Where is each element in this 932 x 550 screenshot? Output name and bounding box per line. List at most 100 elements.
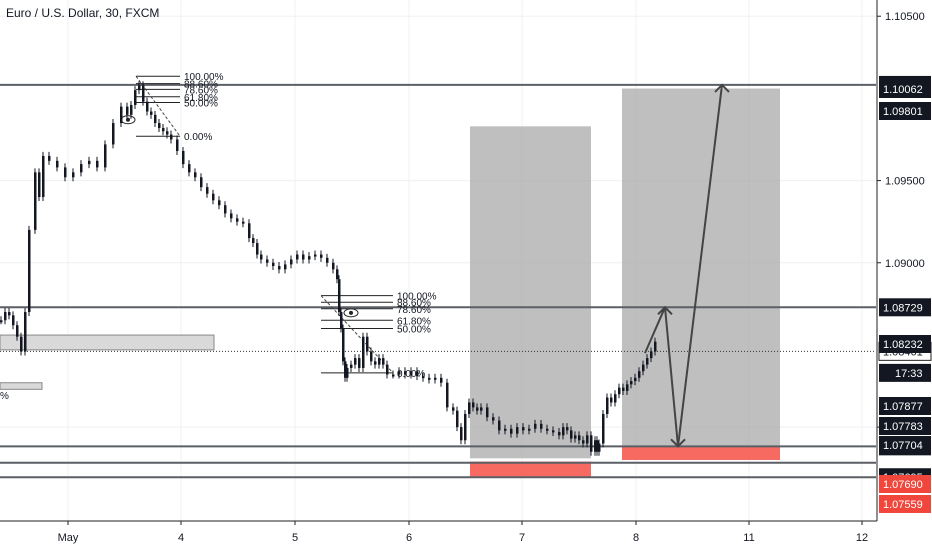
candle-body-85 — [440, 377, 443, 383]
price-label-bg-8 — [879, 417, 931, 435]
candle-body-8 — [34, 172, 37, 230]
fib-low-label-2: 78.60% — [397, 305, 431, 316]
candle-body-68 — [354, 358, 357, 365]
candle-body-69 — [358, 358, 361, 368]
candle-body-11 — [48, 155, 51, 161]
candle-body-117 — [596, 440, 599, 452]
candle-body-19 — [112, 123, 115, 145]
candle-body-13 — [64, 167, 67, 178]
candle-body-83 — [428, 377, 431, 380]
candle-body-59 — [326, 257, 329, 263]
candle-body-23 — [134, 90, 137, 105]
candle-body-116 — [594, 440, 597, 452]
fib-low-label-1: 88.60% — [397, 298, 431, 309]
candle-body-18 — [104, 144, 107, 168]
projection-segment-0 — [644, 306, 666, 354]
fib-low-label-4: 50.00% — [397, 324, 431, 335]
candle-body-54 — [296, 254, 299, 260]
candle-body-76 — [386, 364, 389, 375]
candle-body-65 — [344, 361, 347, 378]
legacy-fib-label: % — [0, 391, 9, 402]
candle-body-90 — [464, 413, 467, 441]
arrow-head-1 — [657, 305, 673, 316]
price-label-bg-11 — [879, 475, 931, 493]
fib-high-label-4: 50.00% — [184, 99, 218, 110]
candle-body-107 — [558, 432, 561, 436]
fib-high-label-0: 100.00% — [184, 72, 224, 83]
fib-low-label-0: 100.00% — [397, 292, 437, 303]
fib-high-label-1: 88.60% — [184, 80, 218, 91]
stop-box-1 — [470, 461, 591, 478]
candle-body-46 — [252, 238, 255, 244]
fib-high-label-3: 61.80% — [184, 93, 218, 104]
candle-body-45 — [248, 223, 251, 239]
candle-body-16 — [88, 160, 91, 165]
candle-body-51 — [278, 266, 281, 270]
candle-body-67 — [350, 364, 353, 368]
candle-body-110 — [570, 430, 573, 439]
candle-body-17 — [96, 160, 99, 168]
candle-body-53 — [290, 259, 293, 265]
candle-body-57 — [314, 254, 317, 257]
x-tick-label-0: May — [58, 532, 79, 544]
candle-body-1 — [4, 312, 7, 321]
price-label-2: 1.09801 — [883, 106, 923, 118]
candle-body-24 — [138, 85, 141, 91]
candle-body-80 — [410, 371, 413, 375]
arrow-head-3 — [714, 83, 730, 93]
candle-body-78 — [398, 371, 401, 375]
candle-body-56 — [308, 256, 311, 260]
candle-body-126 — [630, 381, 633, 385]
price-label-12: 1.07559 — [883, 499, 923, 511]
candle-body-2 — [8, 312, 11, 316]
zone-rect-1 — [0, 334, 215, 351]
candle-body-50 — [272, 262, 275, 267]
candle-body-5 — [20, 336, 23, 352]
candle-body-60 — [332, 262, 335, 270]
x-tick-label-3: 6 — [406, 532, 412, 544]
candle-body-66 — [346, 367, 349, 378]
candle-body-112 — [578, 435, 581, 441]
candle-body-129 — [642, 364, 645, 372]
candle-body-88 — [456, 410, 459, 428]
eye-icon-pupil-1 — [349, 310, 353, 315]
price-label-11: 1.07690 — [883, 479, 923, 491]
candle-body-118 — [598, 443, 601, 452]
candle-body-37 — [200, 177, 203, 188]
candle-body-113 — [582, 440, 585, 444]
candle-body-82 — [422, 376, 425, 379]
candle-body-131 — [650, 351, 653, 359]
candle-body-89 — [460, 427, 463, 441]
countdown-bg — [879, 363, 931, 382]
candle-body-71 — [366, 336, 369, 352]
candle-body-74 — [378, 358, 381, 365]
candle-body-63 — [340, 312, 343, 329]
candle-body-84 — [434, 377, 437, 380]
candle-body-4 — [16, 325, 19, 337]
candle-body-114 — [586, 435, 589, 444]
target-box-1 — [470, 126, 591, 459]
candle-body-95 — [486, 407, 489, 418]
candle-body-104 — [540, 423, 543, 429]
chart-title: Euro / U.S. Dollar, 30, FXCM — [6, 6, 160, 20]
candle-body-94 — [480, 407, 483, 411]
projection-segment-1 — [664, 307, 679, 447]
candle-body-102 — [528, 428, 531, 431]
candle-body-72 — [370, 351, 373, 362]
candle-body-109 — [566, 427, 569, 431]
fib-high-label-5: 0.00% — [184, 132, 212, 143]
candle-body-92 — [472, 402, 475, 408]
candle-body-36 — [194, 172, 197, 178]
candle-body-124 — [622, 387, 625, 391]
candle-body-106 — [552, 430, 555, 433]
candle-body-27 — [150, 111, 153, 115]
candle-body-120 — [606, 397, 609, 414]
candle-body-77 — [392, 374, 395, 377]
candle-body-3 — [12, 315, 15, 326]
candle-body-111 — [574, 435, 577, 439]
x-axis-panel — [0, 521, 932, 550]
candle-body-103 — [534, 423, 537, 429]
